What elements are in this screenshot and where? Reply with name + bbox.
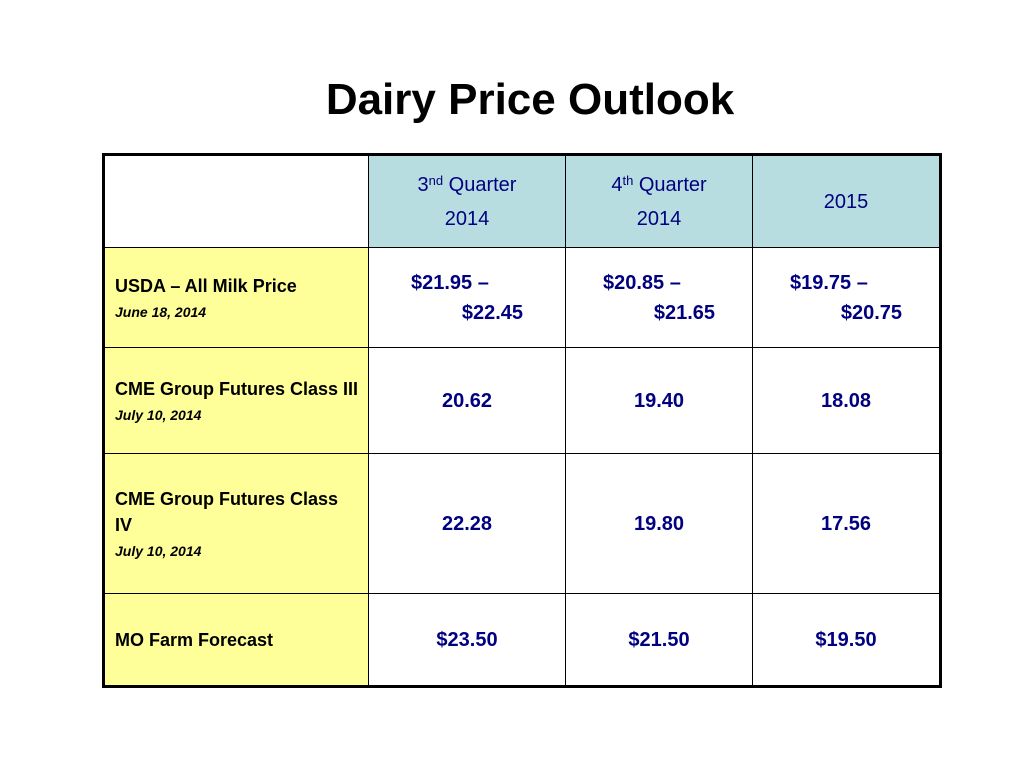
header-2015: 2015 bbox=[752, 154, 941, 248]
row-label-usda: USDA – All Milk Price June 18, 2014 bbox=[103, 247, 369, 348]
value-mo-q3: $23.50 bbox=[368, 593, 566, 687]
header-q4-2014: 4th Quarter 2014 bbox=[565, 154, 753, 248]
row-label-date: June 18, 2014 bbox=[115, 303, 207, 320]
row-label-text: CME Group Futures Class III bbox=[115, 378, 359, 399]
price-outlook-table: 3nd Quarter 2014 4th Quarter 2014 2015 U… bbox=[102, 153, 942, 688]
header-q4-number: 4 bbox=[611, 173, 623, 196]
range-high: $20.75 bbox=[840, 301, 902, 324]
row-label-text: USDA – All Milk Price bbox=[115, 275, 297, 296]
header-q4-year: 2014 bbox=[636, 207, 682, 230]
row-label-text: MO Farm Forecast bbox=[115, 629, 274, 650]
header-row: 3nd Quarter 2014 4th Quarter 2014 2015 bbox=[103, 154, 941, 248]
value-class-iii-q4: 19.40 bbox=[565, 347, 753, 454]
header-q3-quarter: Quarter bbox=[443, 173, 517, 196]
range-low: $19.75 – bbox=[790, 271, 868, 294]
range-high: $22.45 bbox=[461, 301, 523, 324]
value-mo-2015: $19.50 bbox=[752, 593, 941, 687]
table-row-mo-forecast: MO Farm Forecast $23.50 $21.50 $19.50 bbox=[103, 593, 941, 687]
range-low: $21.95 – bbox=[411, 271, 489, 294]
value-usda-2015: $19.75 – $20.75 bbox=[752, 247, 941, 348]
header-q4-quarter: Quarter bbox=[633, 173, 707, 196]
row-label-mo-forecast: MO Farm Forecast bbox=[103, 593, 369, 687]
header-q3-number: 3 bbox=[417, 173, 429, 196]
range-low: $20.85 – bbox=[603, 271, 681, 294]
value-class-iv-q4: 19.80 bbox=[565, 453, 753, 594]
value-usda-q4: $20.85 – $21.65 bbox=[565, 247, 753, 348]
header-q4-suffix: th bbox=[622, 172, 634, 188]
row-label-text: CME Group Futures Class IV bbox=[115, 488, 339, 535]
slide-title: Dairy Price Outlook bbox=[325, 75, 735, 124]
row-label-date: July 10, 2014 bbox=[115, 542, 202, 559]
header-q3-year: 2014 bbox=[444, 207, 490, 230]
row-label-class-iv: CME Group Futures Class IV July 10, 2014 bbox=[103, 453, 369, 594]
value-class-iv-q3: 22.28 bbox=[368, 453, 566, 594]
range-high: $21.65 bbox=[653, 301, 715, 324]
corner-cell bbox=[103, 154, 369, 248]
header-q3-suffix: nd bbox=[428, 172, 444, 188]
value-class-iii-q3: 20.62 bbox=[368, 347, 566, 454]
value-class-iv-2015: 17.56 bbox=[752, 453, 941, 594]
header-q3-2014: 3nd Quarter 2014 bbox=[368, 154, 566, 248]
table-row-class-iv: CME Group Futures Class IV July 10, 2014… bbox=[103, 453, 941, 594]
table-row-usda: USDA – All Milk Price June 18, 2014 $21.… bbox=[103, 247, 941, 348]
header-2015-label: 2015 bbox=[823, 190, 869, 213]
value-usda-q3: $21.95 – $22.45 bbox=[368, 247, 566, 348]
row-label-date: July 10, 2014 bbox=[115, 406, 202, 423]
value-class-iii-2015: 18.08 bbox=[752, 347, 941, 454]
value-mo-q4: $21.50 bbox=[565, 593, 753, 687]
table-row-class-iii: CME Group Futures Class III July 10, 201… bbox=[103, 347, 941, 454]
row-label-class-iii: CME Group Futures Class III July 10, 201… bbox=[103, 347, 369, 454]
